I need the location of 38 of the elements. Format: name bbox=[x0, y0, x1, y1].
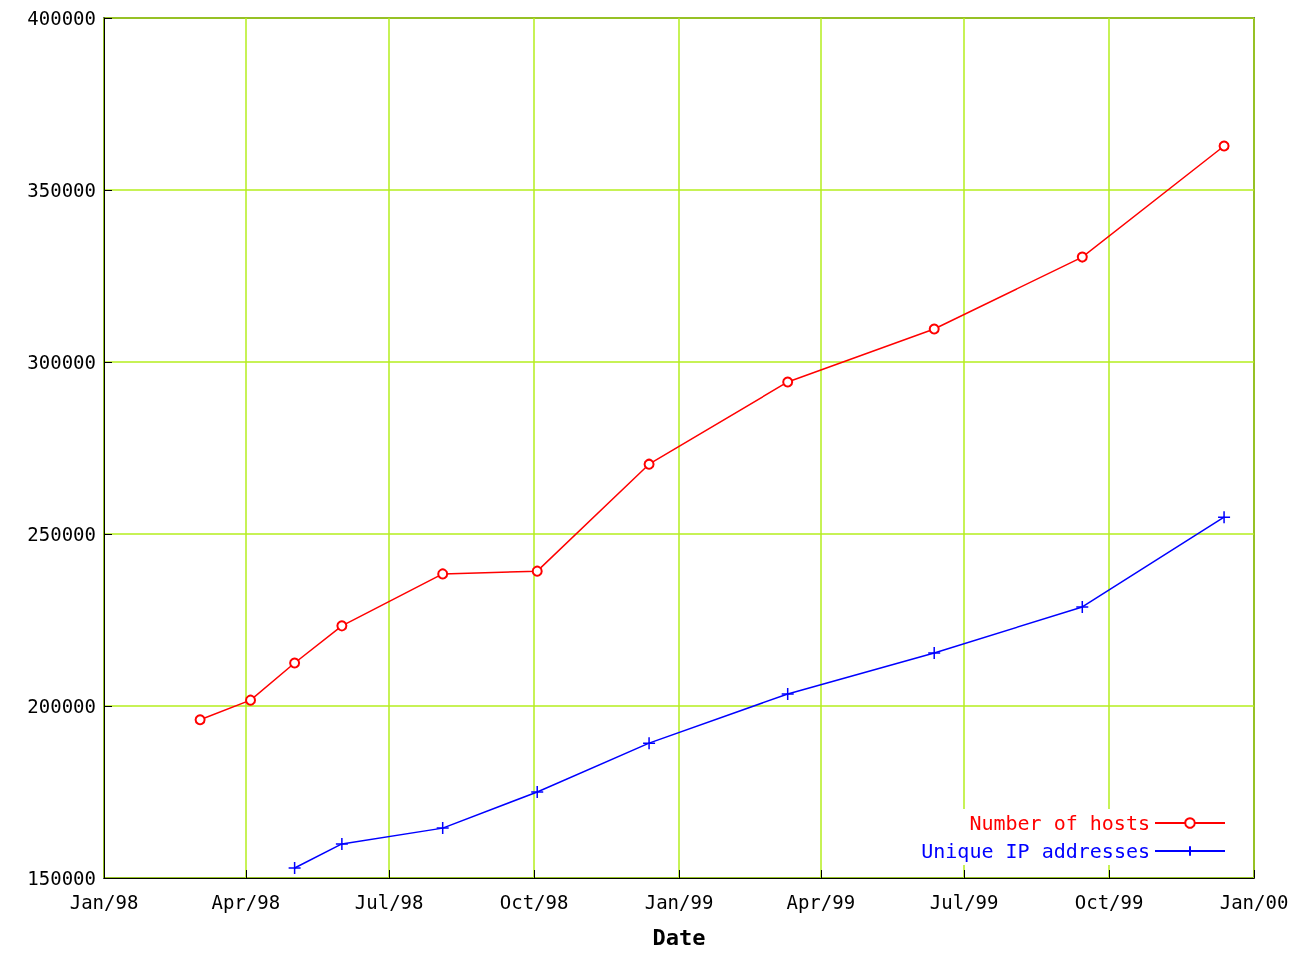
point bbox=[435, 821, 450, 835]
legend-label: Number of hosts bbox=[969, 811, 1150, 835]
x-tick-label: Jul/99 bbox=[929, 890, 999, 913]
x-tick-label: Oct/99 bbox=[1074, 890, 1144, 913]
x-tick-label: Apr/98 bbox=[211, 890, 281, 913]
point bbox=[287, 861, 302, 875]
point bbox=[335, 837, 349, 851]
y-tick-label: 350000 bbox=[27, 179, 96, 201]
x-tick-label: Jan/00 bbox=[1219, 890, 1289, 913]
point bbox=[336, 620, 348, 632]
point bbox=[194, 714, 206, 726]
y-tick-label: 250000 bbox=[27, 523, 96, 545]
y-tick-label: 300000 bbox=[27, 351, 96, 373]
y-tick-label: 200000 bbox=[27, 695, 96, 717]
x-axis-title: Date bbox=[652, 924, 706, 950]
x-tick-label: Jan/99 bbox=[644, 890, 714, 913]
x-tick-label: Jan/98 bbox=[69, 890, 139, 913]
point bbox=[928, 323, 940, 335]
x-tick-label: Apr/99 bbox=[786, 890, 856, 913]
point bbox=[1075, 600, 1090, 614]
point bbox=[289, 657, 301, 669]
point bbox=[245, 694, 257, 706]
point bbox=[1218, 140, 1230, 152]
legend-label: Unique IP addresses bbox=[921, 839, 1150, 863]
point bbox=[1076, 251, 1088, 263]
point bbox=[1217, 510, 1231, 524]
point bbox=[530, 785, 544, 799]
x-tick-label: Oct/98 bbox=[499, 890, 569, 913]
point bbox=[642, 736, 656, 750]
point bbox=[782, 376, 794, 388]
y-tick-label: 150000 bbox=[27, 867, 96, 889]
point bbox=[531, 565, 543, 577]
point bbox=[437, 568, 449, 580]
x-tick-label: Jul/98 bbox=[354, 890, 424, 913]
y-tick-label: 400000 bbox=[27, 7, 96, 29]
point bbox=[643, 458, 655, 470]
point bbox=[927, 646, 941, 660]
point bbox=[780, 687, 795, 701]
